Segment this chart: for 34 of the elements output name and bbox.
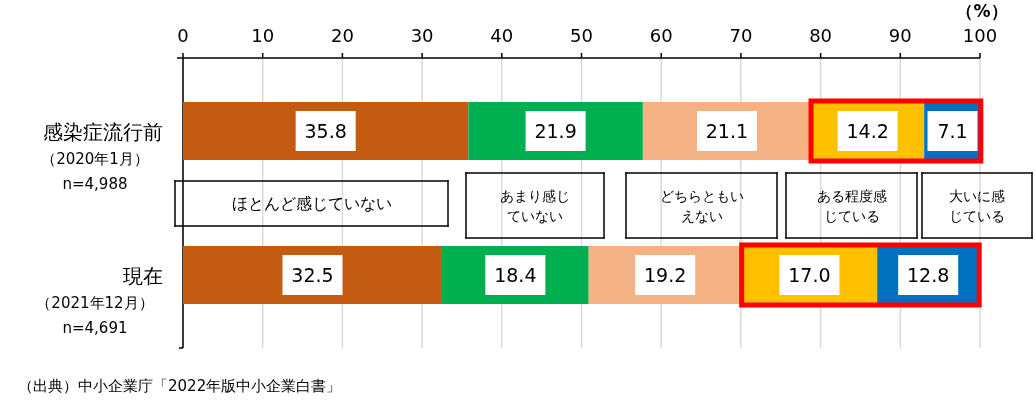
data-label: 21.1 — [705, 120, 749, 142]
data-label: 35.8 — [304, 120, 347, 142]
x-tick-label: 40 — [490, 25, 514, 46]
x-tick-label: 20 — [330, 25, 354, 46]
x-tick-label: 0 — [177, 25, 189, 46]
x-tick-label: 30 — [410, 25, 434, 46]
x-tick-label: 80 — [809, 25, 833, 46]
series-label: 大いに感じている — [949, 187, 1005, 224]
y-tick-label: 感染症流行前 — [43, 120, 163, 144]
data-label: 12.8 — [907, 264, 950, 286]
x-tick-label: 90 — [888, 25, 912, 46]
data-label: 17.0 — [788, 264, 831, 286]
x-tick-label: 50 — [570, 25, 593, 46]
x-tick-label: 10 — [251, 25, 275, 46]
text: （2020年1月） — [41, 150, 149, 168]
data-label: 19.2 — [644, 264, 687, 286]
text: （出典）中小企業庁「2022年版中小企業白書」 — [18, 377, 342, 395]
data-label: 21.9 — [534, 120, 577, 142]
x-axis-title: （%） — [956, 1, 1008, 21]
series-label: あまり感じていない — [500, 187, 570, 224]
data-label: 14.2 — [846, 120, 889, 142]
x-tick-label: 70 — [729, 25, 753, 46]
text: （2021年12月） — [36, 294, 154, 312]
x-tick-label: 100 — [962, 25, 998, 46]
data-label: 32.5 — [291, 264, 334, 286]
text: n=4,691 — [62, 319, 128, 337]
data-label: 18.4 — [494, 264, 537, 286]
x-tick-label: 60 — [649, 25, 673, 46]
series-label: どちらともいえない — [659, 187, 744, 224]
y-tick-label: 現在 — [123, 264, 163, 288]
series-label: ある程度感じている — [816, 187, 887, 224]
text: ほとんど感じていない — [231, 193, 392, 213]
text: n=4,988 — [62, 175, 128, 193]
data-label: 7.1 — [937, 120, 968, 142]
